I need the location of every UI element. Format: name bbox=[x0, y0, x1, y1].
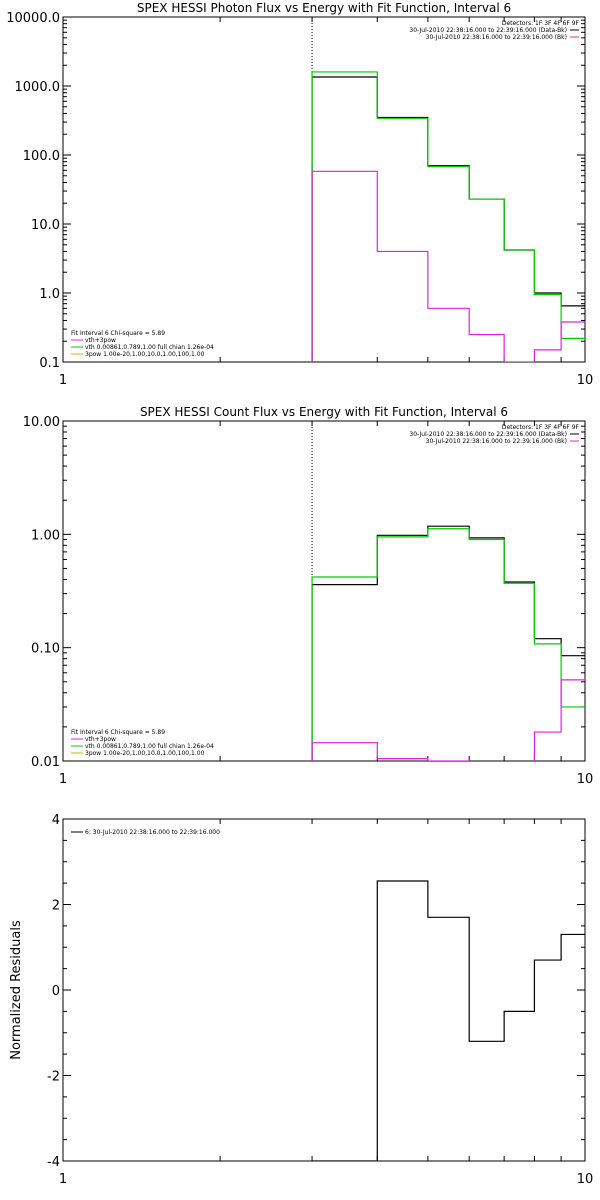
y-tick-label: 0.1 bbox=[39, 356, 60, 371]
y-tick-label: -2 bbox=[47, 1070, 60, 1085]
series-line-1 bbox=[311, 76, 585, 362]
chart-panel-1: SPEX HESSI Photon Flux vs Energy with Fi… bbox=[6, 1, 593, 388]
legend-left-text: Fit Interval 6 Chi-square = 5.89 bbox=[71, 729, 165, 736]
x-tick-label: 10 bbox=[577, 772, 594, 787]
axes-frame bbox=[62, 818, 586, 1162]
legend-right-text: 30-Jul-2010 22:38:16.000 to 22:39:16.000… bbox=[426, 34, 567, 41]
series-line-2 bbox=[311, 71, 585, 362]
series-line-3 bbox=[311, 679, 585, 761]
legend-left-text: 3pow 1.00e-20,1.00,10.0,1.00,100,1.00 bbox=[85, 351, 205, 358]
legend-right-text: 30-Jul-2010 22:38:16.000 to 22:39:16.000… bbox=[409, 431, 567, 438]
legend-right-text: 30-Jul-2010 22:38:16.000 to 22:39:16.000… bbox=[409, 27, 567, 34]
y-tick-label: 0.10 bbox=[31, 642, 60, 657]
y-axis-label: Normalized Residuals bbox=[9, 920, 24, 1060]
y-tick-label: 4 bbox=[52, 813, 60, 828]
y-tick-label: 2 bbox=[52, 899, 60, 914]
chart-title: SPEX HESSI Count Flux vs Energy with Fit… bbox=[140, 405, 508, 419]
x-tick-label: 1 bbox=[59, 1172, 67, 1187]
chart-title: SPEX HESSI Photon Flux vs Energy with Fi… bbox=[137, 1, 511, 15]
legend-right-text: Detectors: 1F 3F 4F 6F 9F bbox=[502, 20, 580, 27]
y-tick-label: 0 bbox=[52, 984, 60, 999]
series-line-2 bbox=[311, 528, 585, 761]
series-line-3 bbox=[311, 170, 585, 362]
x-tick-label: 1 bbox=[59, 373, 67, 388]
x-tick-label: 1 bbox=[59, 772, 67, 787]
series-line-1 bbox=[312, 880, 585, 1161]
legend-right-text: Detectors: 1F 3F 4F 6F 9F bbox=[502, 424, 580, 431]
axes-frame bbox=[62, 420, 586, 762]
y-tick-label: 100.0 bbox=[23, 149, 60, 164]
legend-left-text: vth 0.00861,0.789,1.00 full chian 1.26e-… bbox=[85, 344, 214, 351]
legend-left-text: vth+3pow bbox=[85, 337, 116, 344]
y-tick-label: 1.0 bbox=[39, 287, 60, 302]
y-tick-label: 10000.0 bbox=[6, 11, 60, 26]
legend-right-text: 30-Jul-2010 22:38:16.000 to 22:39:16.000… bbox=[426, 438, 567, 445]
y-tick-label: 0.01 bbox=[31, 755, 60, 770]
y-tick-label: 10.0 bbox=[31, 218, 60, 233]
axes-frame bbox=[62, 16, 586, 363]
x-tick-label: 10 bbox=[577, 1172, 594, 1187]
chart-panel-2: SPEX HESSI Count Flux vs Energy with Fit… bbox=[23, 405, 593, 787]
legend-left-text: Fit Interval 6 Chi-square = 5.89 bbox=[71, 330, 165, 337]
chart-panel-3: -4 -2 0 2 4 1 10 Normalized Residuals 6: 30-Jul-… bbox=[9, 813, 593, 1187]
y-tick-label: 10.00 bbox=[23, 415, 60, 430]
y-tick-label: 1000.0 bbox=[15, 80, 61, 95]
x-tick-label: 10 bbox=[577, 373, 594, 388]
y-tick-label: -4 bbox=[47, 1155, 60, 1170]
legend-left-text: 3pow 1.00e-20,1.00,10.0,1.00,100,1.00 bbox=[85, 750, 205, 757]
legend-left-text: 6: 30-Jul-2010 22:38:16.000 to 22:39:16.… bbox=[85, 829, 220, 836]
legend-left-text: vth 0.00861,0.789,1.00 full chian 1.26e-… bbox=[85, 743, 214, 750]
legend-left-text: vth+3pow bbox=[85, 736, 116, 743]
y-tick-label: 1.00 bbox=[31, 528, 60, 543]
